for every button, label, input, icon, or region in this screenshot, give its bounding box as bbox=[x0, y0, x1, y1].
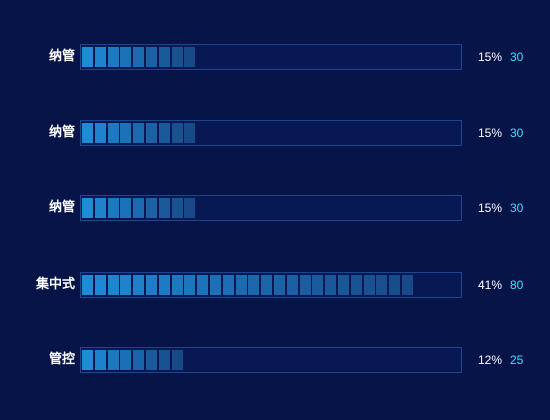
percent-label: 15% bbox=[478, 126, 503, 140]
bar-segment bbox=[94, 198, 106, 218]
bar-segment bbox=[82, 123, 93, 143]
bar-segment bbox=[158, 198, 170, 218]
percent-label: 12% bbox=[478, 353, 503, 367]
bar-row: 纳管 15% 30 bbox=[0, 44, 550, 70]
bar-segment bbox=[146, 350, 157, 370]
bar-segment bbox=[82, 350, 93, 370]
bar-segment bbox=[402, 275, 413, 295]
bar-track bbox=[80, 44, 462, 70]
bar-segment bbox=[184, 198, 196, 218]
bar-segment bbox=[171, 275, 183, 295]
bar-segment bbox=[158, 275, 170, 295]
category-label: 纳管 bbox=[48, 49, 75, 64]
bar-segment bbox=[120, 350, 132, 370]
bar-segment bbox=[184, 275, 196, 295]
value-label: 25 bbox=[510, 353, 524, 367]
bar-row: 纳管 15% 30 bbox=[0, 120, 550, 146]
category-label: 纳管 bbox=[48, 200, 75, 215]
bar-segment bbox=[158, 123, 170, 143]
bar-segment bbox=[235, 275, 247, 295]
bar-segment bbox=[171, 198, 183, 218]
bar-segment bbox=[94, 350, 106, 370]
category-label: 集中式 bbox=[35, 277, 75, 292]
bar-segment bbox=[94, 275, 106, 295]
bar-segment bbox=[82, 47, 93, 67]
bar-segment bbox=[171, 47, 183, 67]
bar-segment bbox=[133, 275, 145, 295]
bar-row: 纳管 15% 30 bbox=[0, 195, 550, 221]
bar-row: 集中式 41% 80 bbox=[0, 272, 550, 298]
bar-segment bbox=[146, 47, 157, 67]
bar-segment bbox=[120, 198, 132, 218]
value-label: 80 bbox=[510, 278, 524, 292]
bar-track bbox=[80, 347, 462, 373]
bar-segment bbox=[171, 123, 183, 143]
bar-segment bbox=[133, 47, 145, 67]
bar-segment bbox=[133, 198, 145, 218]
bar-segment bbox=[133, 350, 145, 370]
bar-segment bbox=[286, 275, 298, 295]
value-label: 30 bbox=[510, 201, 524, 215]
value-label: 30 bbox=[510, 50, 524, 64]
bar-segment bbox=[184, 47, 196, 67]
percent-label: 41% bbox=[478, 278, 503, 292]
bar-segment bbox=[82, 198, 93, 218]
bar-segment bbox=[261, 275, 273, 295]
bar-row: 管控 12% 25 bbox=[0, 347, 550, 373]
value-label: 30 bbox=[510, 126, 524, 140]
bar-segment bbox=[274, 275, 285, 295]
bar-track bbox=[80, 195, 462, 221]
bar-segment bbox=[107, 350, 119, 370]
percent-label: 15% bbox=[478, 50, 503, 64]
bar-segment bbox=[120, 47, 132, 67]
bar-segment bbox=[184, 123, 196, 143]
bar-segment bbox=[325, 275, 337, 295]
bar-segment bbox=[171, 350, 183, 370]
bar-segment bbox=[82, 275, 93, 295]
percent-label: 15% bbox=[478, 201, 503, 215]
bar-segment bbox=[210, 275, 221, 295]
bar-segment bbox=[107, 275, 119, 295]
bar-segment bbox=[338, 275, 349, 295]
bar-segment bbox=[350, 275, 362, 295]
bar-segment bbox=[107, 198, 119, 218]
bar-segment bbox=[158, 350, 170, 370]
bar-segment bbox=[197, 275, 209, 295]
bar-segment bbox=[376, 275, 388, 295]
bar-segment bbox=[94, 123, 106, 143]
bar-track bbox=[80, 272, 462, 298]
category-label: 管控 bbox=[48, 352, 75, 367]
bar-segment bbox=[94, 47, 106, 67]
bar-segment bbox=[120, 275, 132, 295]
bar-track bbox=[80, 120, 462, 146]
category-label: 纳管 bbox=[48, 125, 75, 140]
bar-segment bbox=[107, 47, 119, 67]
bar-segment bbox=[146, 275, 157, 295]
bar-segment bbox=[107, 123, 119, 143]
bar-segment bbox=[222, 275, 234, 295]
bar-segment bbox=[363, 275, 375, 295]
bar-segment bbox=[133, 123, 145, 143]
bar-segment bbox=[248, 275, 260, 295]
bar-segment bbox=[146, 123, 157, 143]
bar-segment bbox=[299, 275, 311, 295]
bar-segment bbox=[146, 198, 157, 218]
bar-segment bbox=[158, 47, 170, 67]
bar-segment bbox=[389, 275, 401, 295]
bar-segment bbox=[120, 123, 132, 143]
bar-segment bbox=[312, 275, 324, 295]
